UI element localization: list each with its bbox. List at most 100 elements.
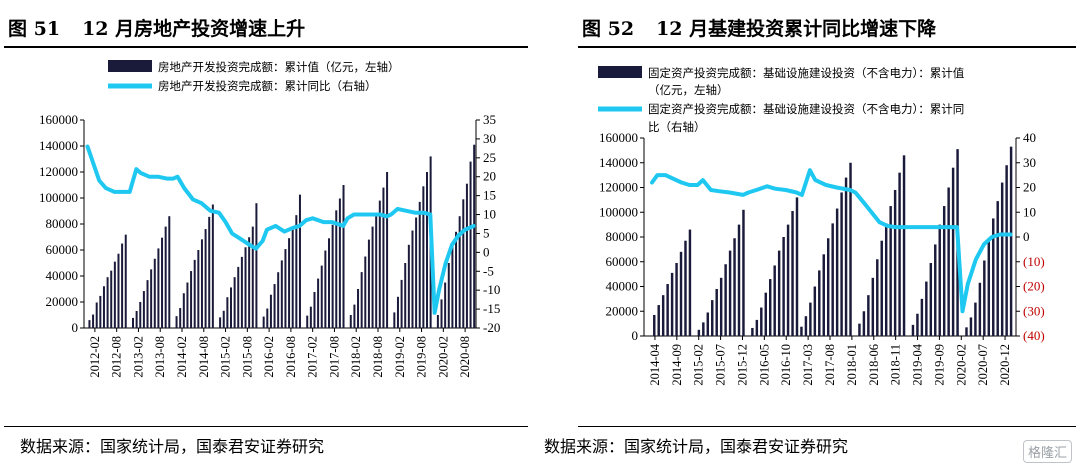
bar [135, 310, 138, 328]
left-tick-label: 100000 [39, 190, 78, 205]
x-tick-label: 2018-01 [845, 344, 859, 386]
left-tick-label: 40000 [46, 268, 79, 283]
x-tick-label: 2014-09 [670, 344, 684, 386]
bar [462, 199, 465, 328]
x-tick-label: 2014-08 [197, 336, 211, 378]
x-tick-label: 2015-02 [219, 336, 233, 378]
bar [328, 238, 330, 328]
title-rule [4, 46, 528, 48]
x-tick-label: 2018-11 [889, 344, 903, 385]
x-tick-label: 2017-08 [823, 344, 837, 386]
right-tick-label: 0 [483, 244, 490, 259]
bar [661, 295, 665, 336]
bar [1009, 146, 1013, 336]
bar [978, 282, 982, 336]
left-tick-label: 160000 [599, 130, 638, 145]
bar [947, 187, 950, 336]
bar [715, 288, 718, 336]
bar [755, 319, 759, 336]
chart-2-title: 图 52 12 月基建投资累计同比增速下降 [582, 14, 936, 41]
right-tick-label: 15 [483, 188, 496, 203]
bar [121, 243, 124, 328]
chart-1-figure-number: 图 51 [8, 18, 61, 40]
bar [269, 294, 272, 328]
bar [440, 299, 443, 328]
bar [862, 311, 866, 336]
bar [233, 277, 236, 328]
chart-1-svg: 房地产开发投资完成额：累计值（亿元，左轴） 房地产开发投资完成额：累计同比（右轴）… [39, 60, 500, 378]
bar [777, 250, 781, 336]
bar [444, 282, 447, 328]
bar [898, 172, 901, 336]
bar [277, 272, 280, 328]
right-tick-label: (10) [1023, 254, 1045, 269]
bar [679, 251, 683, 336]
left-tick-label: 100000 [599, 204, 638, 219]
bar [800, 326, 803, 336]
bar [280, 260, 283, 328]
bar [132, 317, 134, 328]
bar [230, 287, 232, 328]
chart-1-title-text: 12 月房地产投资增速上升 [82, 18, 306, 40]
line-series [85, 144, 476, 315]
bar [164, 226, 167, 328]
x-tick-label: 2017-03 [801, 344, 815, 386]
bar [88, 320, 91, 328]
bar [929, 262, 933, 336]
bar [426, 172, 428, 328]
bar [965, 327, 968, 336]
bar [786, 224, 790, 336]
x-tick-label: 2016-02 [262, 336, 276, 378]
x-tick-label: 2015-07 [714, 344, 728, 386]
bar [782, 237, 785, 336]
bar [840, 192, 843, 336]
right-tick-label: (40) [1023, 328, 1045, 343]
right-tick-label: -20 [483, 320, 500, 335]
bar [219, 317, 222, 328]
bar [146, 280, 149, 328]
bar [764, 292, 767, 336]
bar [666, 284, 669, 336]
bar [382, 187, 385, 328]
bar [411, 230, 414, 328]
chart-panel-2: 图 52 12 月基建投资累计同比增速下降 固定资产投资完成额：基础设施建设投资（… [540, 0, 1080, 469]
bar [465, 183, 468, 328]
right-tick-label: 30 [1023, 155, 1036, 170]
bar [751, 327, 754, 336]
bar [706, 312, 710, 336]
bar [331, 224, 334, 328]
bar [298, 194, 301, 328]
bar [255, 203, 258, 328]
bar [291, 227, 294, 328]
bar [237, 266, 240, 328]
right-tick-label: (20) [1023, 279, 1045, 294]
bar [113, 261, 116, 328]
right-tick-label: -15 [483, 301, 500, 316]
left-tick-label: 80000 [46, 216, 79, 231]
bar [657, 305, 660, 336]
bar [161, 237, 164, 328]
bar [876, 259, 879, 336]
bar [473, 144, 476, 328]
bar [106, 277, 109, 328]
x-tick-label: 2015-12 [735, 344, 749, 386]
left-tick-label: 20000 [46, 294, 79, 309]
chart-2-svg: 固定资产投资完成额：基础设施建设投资（不含电力）：累计值 （亿元，左轴） 固定资产投… [598, 66, 1045, 386]
bar [804, 316, 808, 336]
bar [99, 295, 102, 328]
right-tick-label: 25 [483, 150, 496, 165]
bar [335, 210, 338, 328]
left-tick-label: 60000 [46, 242, 79, 257]
bar [702, 322, 705, 336]
x-tick-label: 2018-02 [349, 336, 363, 378]
bar [742, 209, 745, 336]
right-tick-label: 0 [1023, 229, 1030, 244]
bar [211, 204, 214, 328]
bar [186, 282, 189, 328]
bar [996, 201, 999, 336]
bar [226, 297, 229, 328]
bar [244, 247, 247, 328]
right-tick-label: 20 [483, 169, 496, 184]
chart-2-figure-number: 图 52 [582, 18, 635, 40]
bar [309, 306, 312, 328]
